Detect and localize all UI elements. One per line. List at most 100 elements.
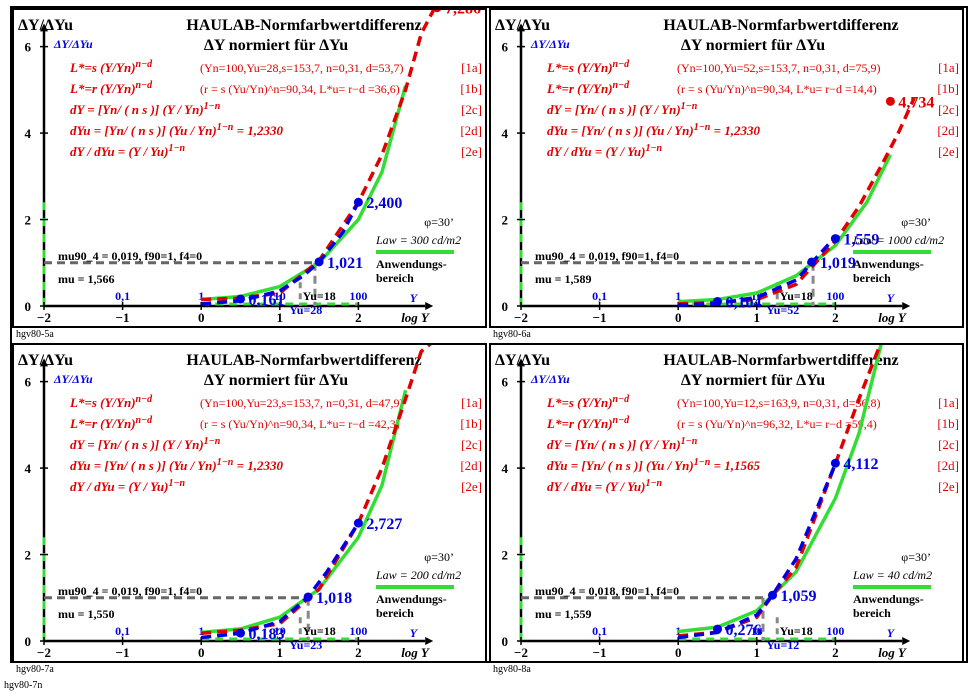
inner-axis-tick-label: 0,1: [115, 289, 130, 303]
x-tick-label: −2: [514, 310, 528, 325]
inner-axis-tick-label: 100: [826, 289, 844, 303]
y-tick-label: 0: [502, 634, 509, 649]
x-tick-label: −1: [593, 645, 607, 660]
formula-5: dY / dYu = (Y / Yu)1−n: [70, 478, 185, 495]
y-axis-label-inner: ΔY/ΔYu: [53, 37, 93, 51]
range-label-2: bereich: [853, 271, 891, 285]
x-axis-arrow: [425, 637, 434, 645]
y-axis-label-outer: ΔY/ΔYu: [18, 352, 73, 369]
panel-code-1: hgv80-5a: [16, 329, 54, 340]
y-axis-label-outer: ΔY/ΔYu: [495, 352, 550, 369]
range-label-1: Anwendungs-: [376, 257, 447, 271]
inner-axis-tick-label: 0,1: [592, 289, 607, 303]
formula-4: dYu = [Yn/ ( n s )] (Yu / Yn)1−n = 1,233…: [70, 457, 284, 474]
formula-5: dY / dYu = (Y / Yu)1−n: [70, 143, 185, 160]
inner-axis-label: Y: [410, 626, 419, 640]
data-point-label: 1,059: [781, 588, 817, 605]
inner-axis-tick-label: 100: [826, 624, 844, 638]
x-axis-label: log Y: [878, 310, 907, 325]
range-label-1: Anwendungs-: [853, 257, 924, 271]
phi-label: φ=30’: [424, 215, 454, 229]
mu-text: mu = 1,589: [535, 272, 592, 286]
data-point: [353, 518, 363, 528]
y18-label: Yu=18: [303, 289, 336, 303]
data-point-label: 0,276: [726, 622, 762, 639]
y-tick-label: 2: [25, 213, 32, 228]
yu-label: Yu=28: [289, 303, 322, 317]
formula-4: dYu = [Yn/ ( n s )] (Yu / Yn)1−n = 1,233…: [70, 122, 284, 139]
y-tick-label: 2: [502, 548, 509, 563]
formula-tag-1: [1a]: [461, 395, 482, 410]
formula-params-1: (Yn=100,Yu=52,s=153,7, n=0,31, d=75,9): [677, 61, 881, 75]
formula-tag-1: [1a]: [461, 60, 482, 75]
formula-params-1: (Yn=100,Yu=28,s=153,7, n=0,31, d=53,7): [200, 61, 404, 75]
range-label-2: bereich: [853, 606, 891, 620]
law-label: Law = 300 cd/m2: [375, 233, 461, 247]
formula-tag-4: [2d]: [937, 123, 959, 138]
data-point-label: 7,286: [445, 10, 481, 18]
data-point: [236, 294, 245, 304]
y-axis-arrow: [40, 358, 48, 367]
range-label-1: Anwendungs-: [853, 592, 924, 606]
chart-panel-2: 0 2 4 6 −2 −1 0 1 2 log Y 0,1 1 10 100 Y ΔY/ΔYu ΔY/ΔYu HA…: [489, 8, 964, 328]
mu90-text: mu90_4 = 0,019, f90=1, f4=0: [535, 249, 679, 263]
y-tick-label: 0: [502, 299, 509, 314]
x-tick-label: −2: [37, 645, 51, 660]
y-axis-arrow: [40, 23, 48, 32]
data-point-label: 1,018: [316, 590, 352, 607]
yu-label: Yu=23: [289, 638, 322, 652]
data-point: [807, 257, 817, 267]
law-label: Law = 1000 cd/m2: [852, 233, 944, 247]
chart-subtitle: ΔY normiert für ΔYu: [204, 372, 348, 389]
formula-4: dYu = [Yn/ ( n s )] (Yu / Yn)1−n = 1,156…: [547, 457, 761, 474]
x-tick-label: 2: [832, 310, 839, 325]
mu90-text: mu90_4 = 0,018, f90=1, f4=0: [535, 584, 679, 598]
range-label-2: bereich: [376, 271, 414, 285]
range-label-2: bereich: [376, 606, 414, 620]
panel-code-2: hgv80-6a: [493, 329, 531, 340]
phi-label: φ=30’: [901, 550, 931, 564]
formula-1: L*=s (Y/Yn)n−d: [546, 394, 630, 411]
chart-title: HAULAB-Normfarbwertdifferenz: [663, 17, 898, 34]
y-tick-label: 2: [502, 213, 509, 228]
y-axis-label-inner: ΔY/ΔYu: [530, 37, 570, 51]
phi-label: φ=30’: [424, 550, 454, 564]
formula-2: L*=r (Y/Yn)n−d: [69, 80, 153, 97]
y-tick-label: 4: [25, 126, 32, 141]
data-point-label: 1,021: [327, 255, 363, 272]
x-tick-label: 1: [277, 645, 284, 660]
blue-curve: [201, 522, 360, 640]
y-tick-label: 6: [25, 40, 32, 55]
blue-curve: [677, 463, 838, 640]
inner-axis-label: Y: [887, 291, 896, 305]
formula-tag-3: [2c]: [938, 437, 959, 452]
x-tick-label: 0: [675, 645, 682, 660]
data-point-label: 0,104: [726, 295, 762, 312]
x-tick-label: −2: [514, 645, 528, 660]
formula-4: dYu = [Yn/ ( n s )] (Yu / Yn)1−n = 1,233…: [547, 122, 761, 139]
x-tick-label: −2: [37, 310, 51, 325]
formula-3: dY = [Yn/ ( n s )] (Y / Yn)1−n: [70, 101, 221, 118]
inner-axis-tick-label: 10: [274, 624, 286, 638]
y-tick-label: 6: [502, 40, 509, 55]
y18-label: Yu=18: [303, 624, 336, 638]
chart-subtitle: ΔY normiert für ΔYu: [681, 37, 825, 54]
mu90-text: mu90_4 = 0,019, f90=1, f4=0: [58, 584, 202, 598]
y-axis-label-inner: ΔY/ΔYu: [53, 372, 93, 386]
chart-title: HAULAB-Normfarbwertdifferenz: [186, 17, 421, 34]
data-point: [830, 234, 840, 244]
formula-5: dY / dYu = (Y / Yu)1−n: [547, 478, 662, 495]
formula-params-2: (r = s (Yu/Yn)^n=90,34, L*u= r−d =36,6): [200, 82, 400, 96]
chart-panel-1: 0 2 4 6 −2 −1 0 1 2 log Y 0,1 1 10 100 Y ΔY/ΔYu ΔY/ΔYu HA…: [12, 8, 487, 328]
data-point: [885, 96, 895, 106]
y-axis-arrow: [517, 358, 525, 367]
y18-label: Yu=18: [780, 289, 813, 303]
formula-tag-2: [1b]: [937, 416, 959, 431]
x-tick-label: −1: [116, 310, 130, 325]
x-axis-arrow: [425, 302, 434, 310]
formula-params-2: (r = s (Yu/Yn)^n=90,34, L*u= r−d =14,4): [677, 82, 877, 96]
y-tick-label: 6: [25, 375, 32, 390]
